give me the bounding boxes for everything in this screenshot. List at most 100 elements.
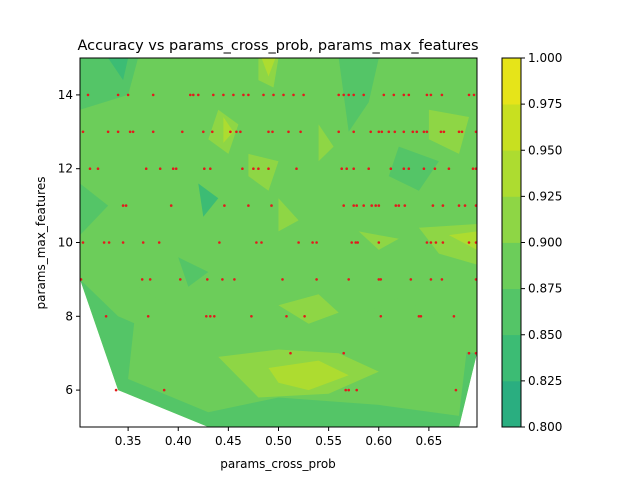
- data-point: [377, 130, 381, 134]
- data-point: [179, 278, 182, 281]
- data-point: [232, 93, 235, 97]
- data-point: [197, 93, 200, 97]
- colorbar-tick-label: 0.950: [528, 143, 562, 157]
- data-point: [380, 130, 384, 134]
- data-point: [347, 388, 351, 392]
- data-point: [402, 130, 406, 134]
- data-point: [260, 241, 263, 244]
- data-point: [467, 93, 471, 97]
- data-point: [126, 93, 130, 97]
- colorbar-tick-label: 0.875: [528, 282, 562, 296]
- data-point: [124, 204, 128, 207]
- x-tick-label: 0.60: [365, 434, 392, 448]
- data-point: [299, 130, 302, 134]
- data-point: [422, 130, 426, 134]
- data-point: [431, 204, 435, 207]
- x-tick-label: 0.40: [165, 434, 192, 448]
- data-point: [452, 315, 456, 318]
- data-point: [148, 278, 152, 281]
- data-point: [429, 93, 433, 97]
- data-point: [157, 241, 161, 244]
- data-point: [342, 351, 346, 355]
- data-point: [362, 93, 366, 97]
- contour-band-16: [248, 153, 279, 191]
- data-point: [169, 204, 173, 207]
- data-point: [474, 278, 477, 281]
- x-tick-label: 0.35: [115, 434, 142, 448]
- x-tick-label: 0.50: [265, 434, 292, 448]
- data-point: [471, 167, 475, 170]
- colorbar-band: [502, 150, 521, 197]
- data-point: [192, 93, 195, 97]
- data-point: [367, 167, 371, 170]
- data-point: [282, 93, 285, 97]
- data-point: [107, 241, 111, 244]
- data-point: [141, 241, 145, 244]
- colorbar-band: [502, 334, 521, 382]
- y-tick-label: 8: [65, 309, 73, 323]
- data-point: [121, 204, 125, 207]
- data-point: [315, 241, 318, 244]
- data-point: [474, 351, 477, 355]
- data-point: [474, 167, 477, 170]
- sample-points: [80, 93, 477, 392]
- data-point: [467, 241, 471, 244]
- data-point: [295, 167, 298, 170]
- data-point: [457, 204, 461, 207]
- data-point: [205, 315, 208, 318]
- data-point: [271, 130, 274, 134]
- data-point: [128, 130, 132, 134]
- data-point: [257, 167, 260, 170]
- data-point: [311, 241, 314, 244]
- data-point: [121, 241, 125, 244]
- data-point: [344, 388, 348, 392]
- data-point: [96, 167, 100, 170]
- data-point: [250, 315, 253, 318]
- data-point: [247, 204, 250, 207]
- contour-band-11: [178, 257, 209, 287]
- data-point: [235, 130, 238, 134]
- colorbar-band: [502, 242, 521, 289]
- data-point: [267, 167, 270, 170]
- data-point: [171, 167, 175, 170]
- data-point: [374, 204, 378, 207]
- data-point: [460, 130, 464, 134]
- contour-band-8: [80, 183, 109, 236]
- data-point: [377, 204, 381, 207]
- data-point: [189, 93, 192, 97]
- contour-band-13: [261, 58, 276, 77]
- data-point: [297, 241, 300, 244]
- data-point: [247, 93, 250, 97]
- data-point: [350, 241, 354, 244]
- contour-band-19: [358, 231, 399, 250]
- colorbar-tick-label: 0.850: [528, 328, 562, 342]
- data-point: [467, 351, 471, 355]
- contour-band-17: [318, 124, 334, 162]
- data-point: [151, 93, 155, 97]
- data-point: [419, 315, 423, 318]
- data-point: [433, 167, 437, 170]
- data-point: [407, 93, 411, 97]
- data-point: [403, 204, 407, 207]
- data-point: [440, 278, 444, 281]
- data-point: [209, 315, 212, 318]
- colorbar-tick-label: 0.925: [528, 189, 562, 203]
- data-point: [233, 278, 236, 281]
- data-point: [355, 388, 359, 392]
- colorbar-tick-label: 0.975: [528, 97, 562, 111]
- y-tick-label: 10: [58, 236, 73, 250]
- data-point: [362, 204, 366, 207]
- plot-area: [80, 58, 477, 427]
- y-tick-label: 14: [58, 88, 73, 102]
- contour-band-3: [268, 360, 349, 391]
- data-point: [356, 241, 360, 244]
- data-point: [223, 204, 226, 207]
- data-point: [342, 204, 346, 207]
- colorbar-band: [502, 196, 521, 243]
- data-point: [303, 315, 306, 318]
- y-tick-label: 6: [65, 383, 73, 397]
- data-point: [352, 167, 356, 170]
- data-point: [229, 130, 232, 134]
- data-point: [439, 130, 443, 134]
- data-point: [394, 204, 398, 207]
